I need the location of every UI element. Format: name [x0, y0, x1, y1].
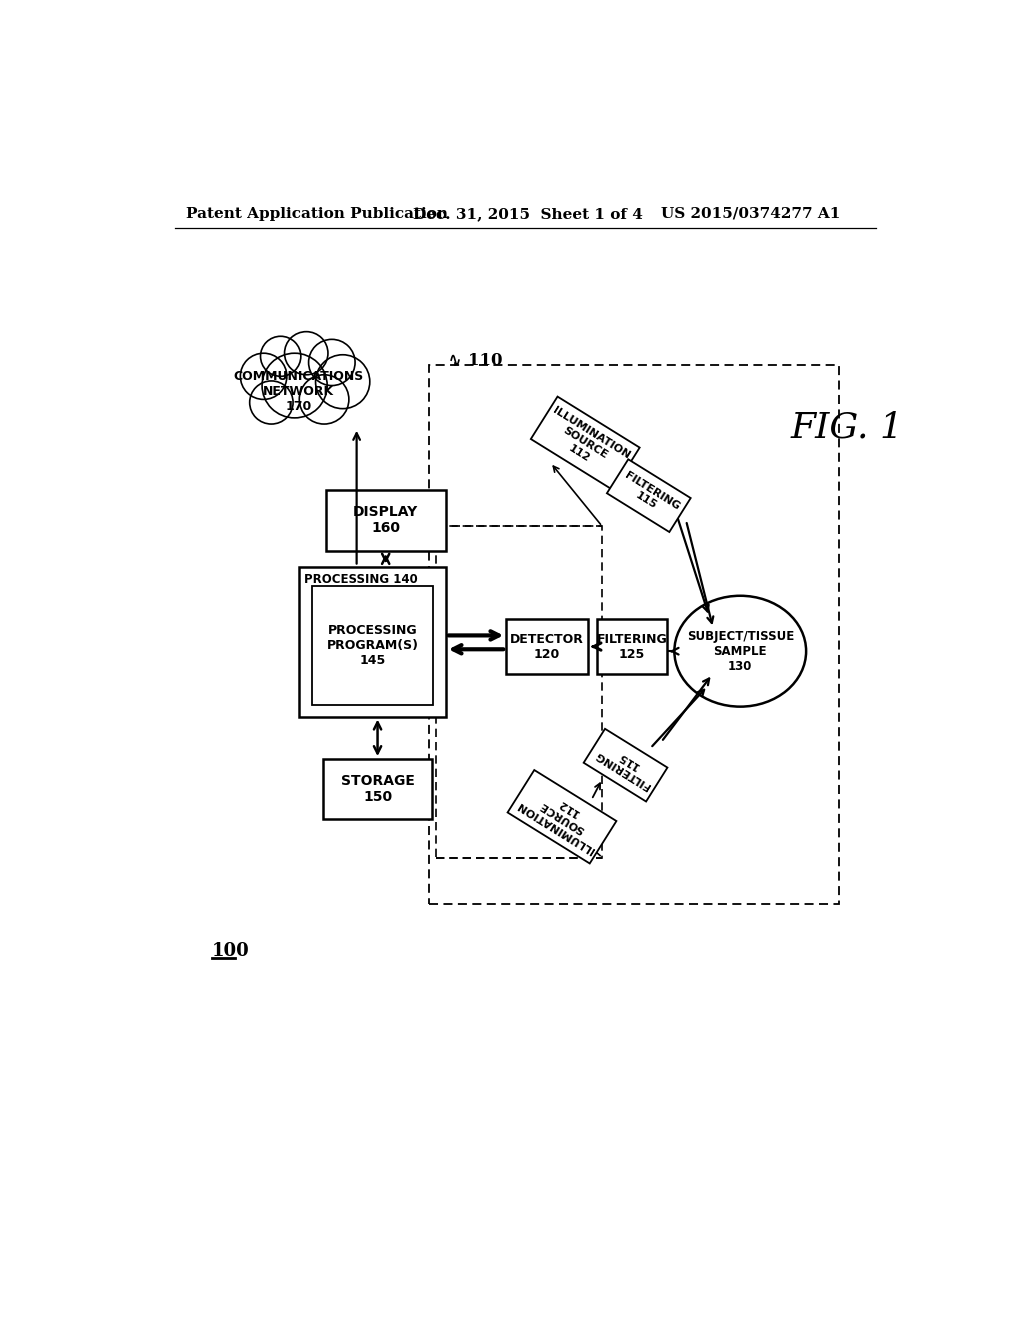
Circle shape	[299, 375, 349, 424]
Text: 110: 110	[468, 351, 503, 368]
Text: DETECTOR
120: DETECTOR 120	[510, 632, 584, 660]
Ellipse shape	[675, 595, 806, 706]
Text: PROCESSING
PROGRAM(S)
145: PROCESSING PROGRAM(S) 145	[327, 624, 419, 667]
Text: Patent Application Publication: Patent Application Publication	[186, 207, 449, 220]
Text: PROCESSING 140: PROCESSING 140	[304, 573, 418, 586]
Circle shape	[250, 381, 293, 424]
FancyBboxPatch shape	[299, 566, 445, 717]
FancyBboxPatch shape	[597, 619, 667, 675]
Text: ILLUMINATION
SOURCE
112: ILLUMINATION SOURCE 112	[515, 779, 608, 854]
Circle shape	[315, 355, 370, 409]
FancyBboxPatch shape	[326, 490, 445, 552]
Text: FILTERING
125: FILTERING 125	[596, 632, 667, 660]
Text: COMMUNICATIONS
NETWORK
170: COMMUNICATIONS NETWORK 170	[233, 370, 364, 413]
Text: ILLUMINATION
SOURCE
112: ILLUMINATION SOURCE 112	[539, 405, 632, 480]
Polygon shape	[607, 459, 691, 532]
FancyBboxPatch shape	[312, 586, 432, 705]
Text: STORAGE
150: STORAGE 150	[341, 774, 415, 804]
Text: Dec. 31, 2015  Sheet 1 of 4: Dec. 31, 2015 Sheet 1 of 4	[414, 207, 643, 220]
Text: DISPLAY
160: DISPLAY 160	[353, 506, 419, 536]
Text: FIG. 1: FIG. 1	[791, 411, 903, 445]
Text: FILTERING
115: FILTERING 115	[593, 739, 658, 791]
Circle shape	[308, 339, 355, 385]
Polygon shape	[508, 770, 616, 863]
Polygon shape	[530, 396, 640, 490]
Circle shape	[260, 337, 301, 376]
Circle shape	[262, 354, 328, 418]
Text: SUBJECT/TISSUE
SAMPLE
130: SUBJECT/TISSUE SAMPLE 130	[687, 630, 794, 673]
Text: 100: 100	[212, 942, 250, 961]
Circle shape	[241, 354, 287, 400]
Polygon shape	[584, 729, 668, 801]
FancyBboxPatch shape	[324, 759, 432, 818]
Text: US 2015/0374277 A1: US 2015/0374277 A1	[662, 207, 841, 220]
FancyBboxPatch shape	[506, 619, 588, 675]
Circle shape	[285, 331, 328, 375]
Text: FILTERING
115: FILTERING 115	[616, 470, 681, 521]
